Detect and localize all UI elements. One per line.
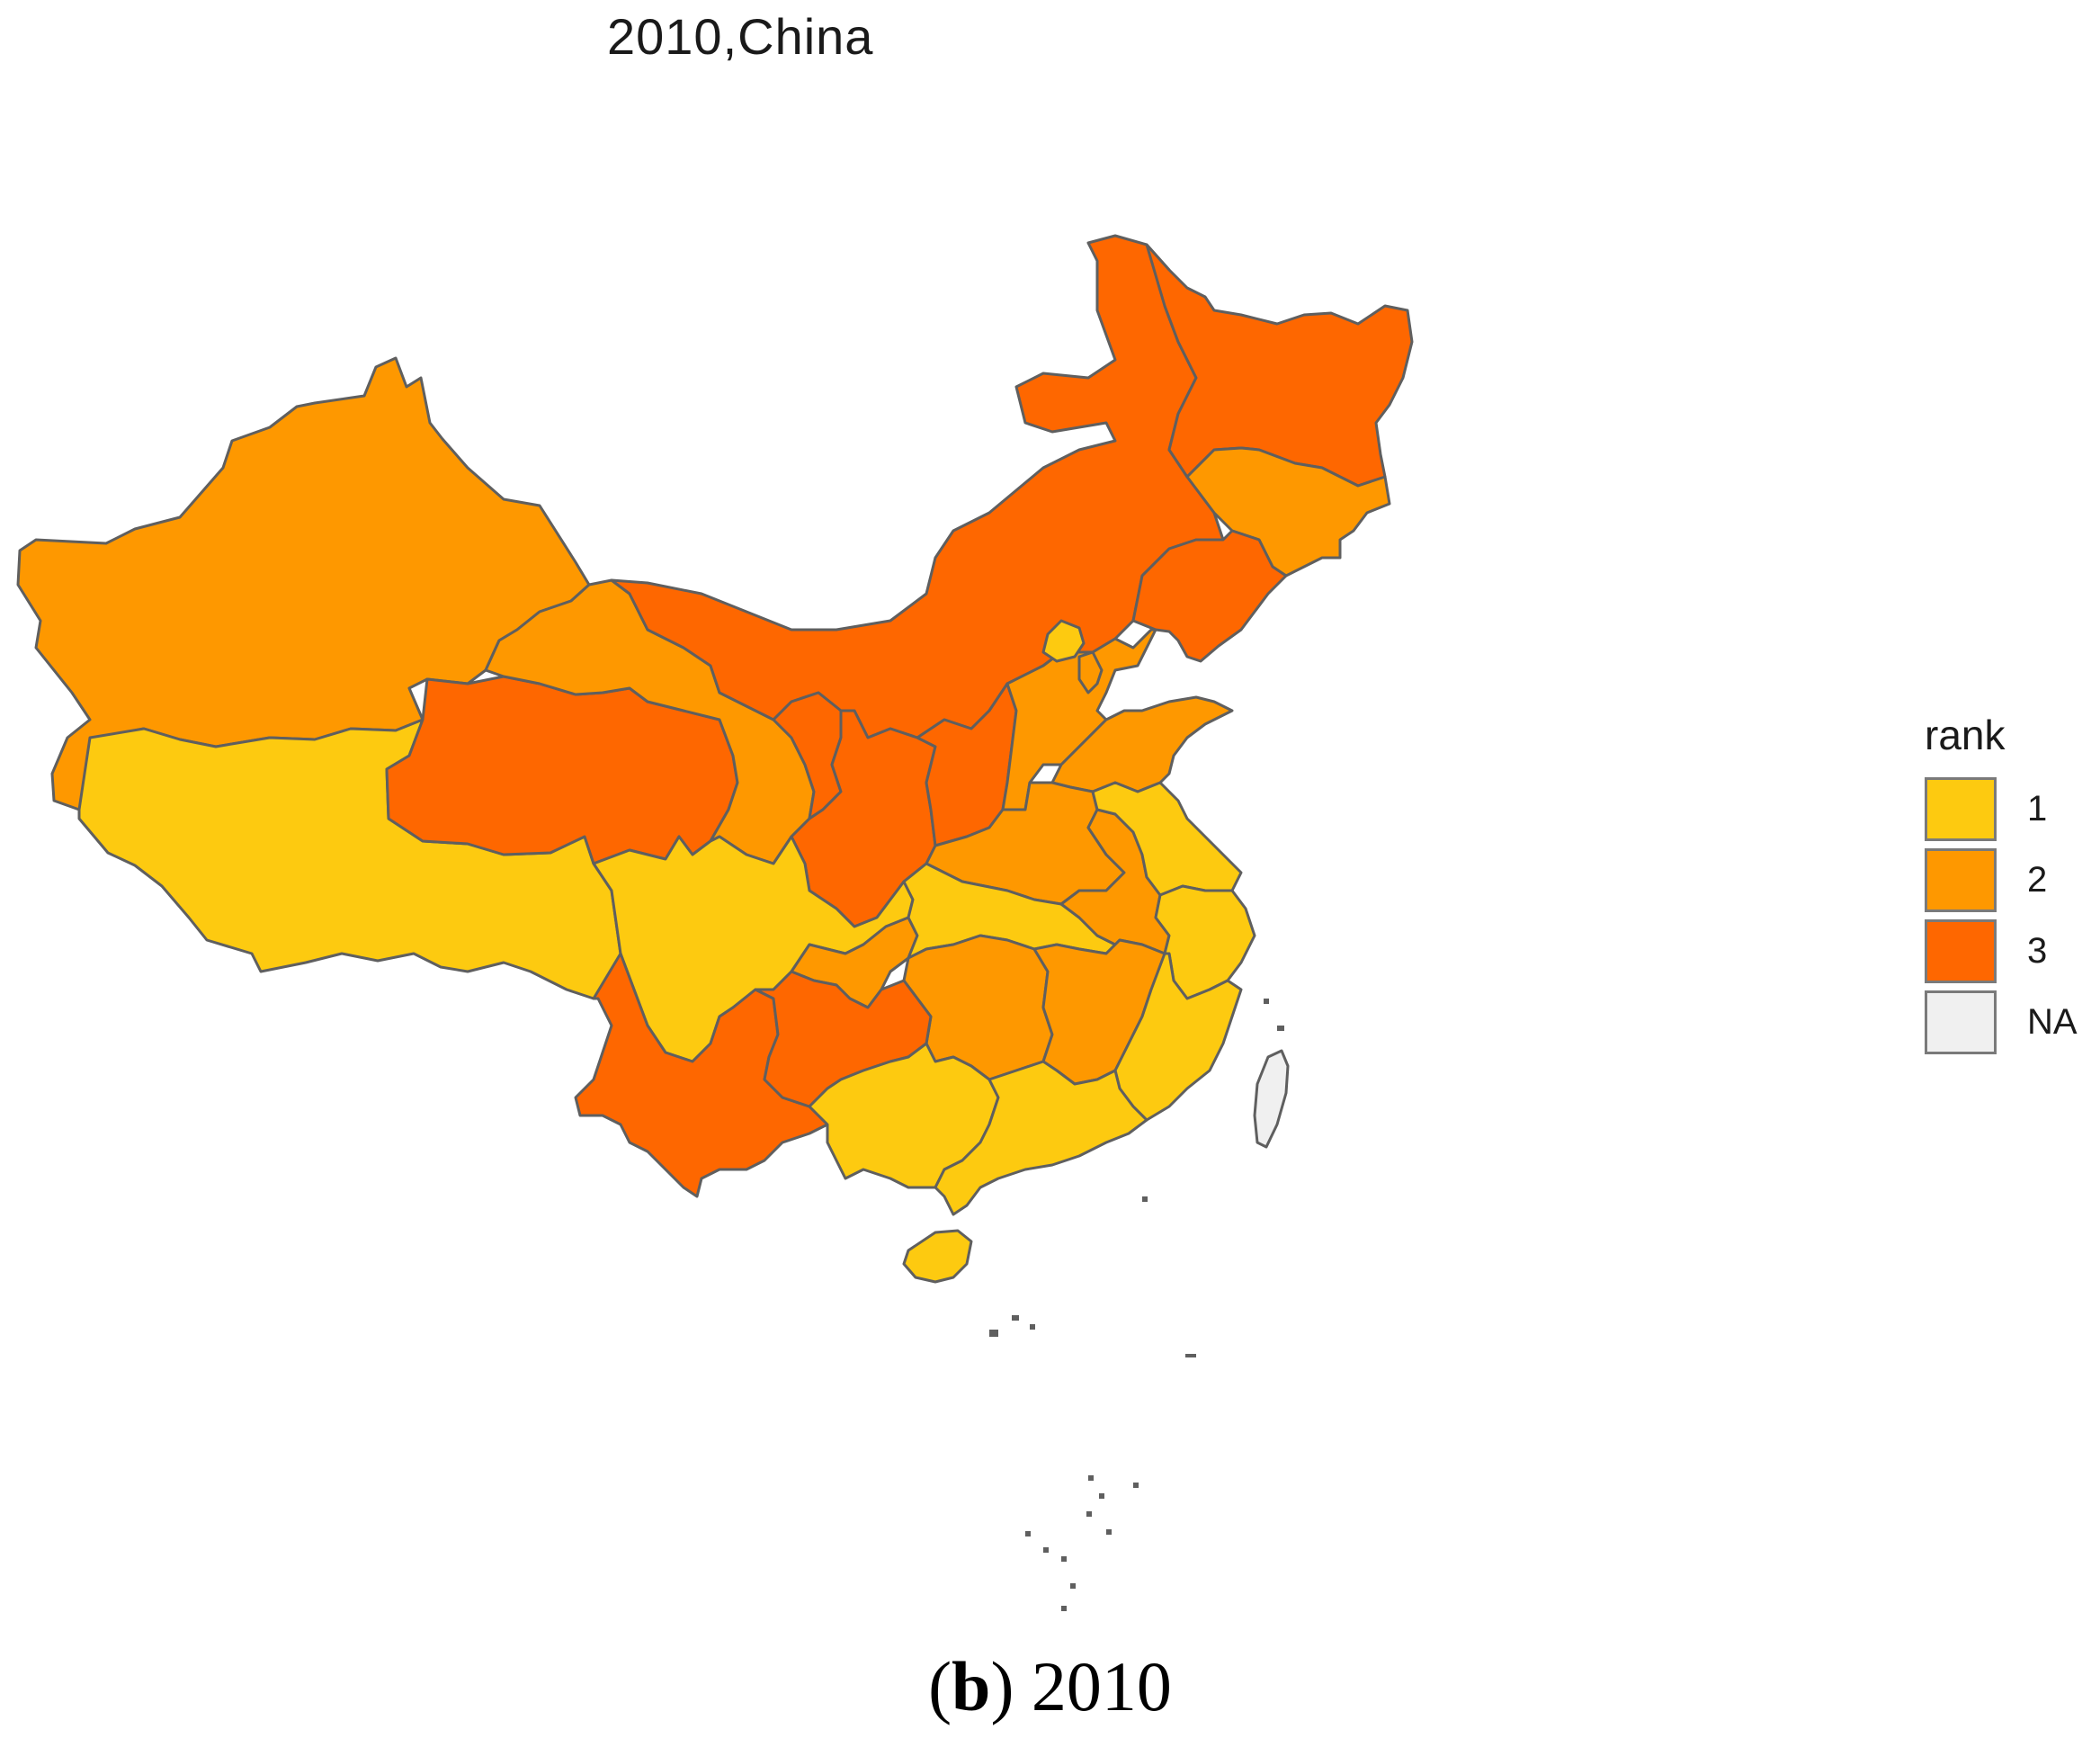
legend-swatch-3	[1925, 919, 1997, 983]
legend-item-2: 2	[1925, 845, 2078, 916]
legend-label-2: 2	[2027, 860, 2048, 900]
region-tianjin[interactable]	[1077, 650, 1104, 694]
legend-swatch-1	[1925, 777, 1997, 841]
legend-swatch-na	[1925, 990, 1997, 1054]
region-heilongjiang[interactable]	[1145, 243, 1414, 488]
region-taiwan[interactable]	[1253, 1049, 1290, 1149]
region-beijing[interactable]	[1041, 619, 1086, 663]
legend-title: rank	[1925, 712, 2006, 758]
legend-item-3: 3	[1925, 916, 2078, 987]
map-title: 2010,China	[607, 8, 874, 65]
region-hebei[interactable]	[1001, 628, 1157, 811]
legend-label-1: 1	[2027, 789, 2048, 829]
caption-prefix: (	[928, 1647, 952, 1725]
caption-letter: b	[952, 1647, 991, 1725]
region-guangdong[interactable]	[934, 1060, 1148, 1216]
legend-item-1: 1	[1925, 774, 2078, 845]
legend-swatch-2	[1925, 848, 1997, 912]
caption-suffix: ) 2010	[990, 1647, 1172, 1725]
region-yunnan[interactable]	[574, 952, 829, 1198]
legend-label-3: 3	[2027, 931, 2048, 971]
region-liaoning[interactable]	[1131, 529, 1288, 663]
legend-label-na: NA	[2027, 1002, 2078, 1042]
figure-caption: (b) 2010	[0, 1646, 2100, 1727]
region-fujian[interactable]	[1113, 952, 1243, 1122]
region-hainan[interactable]	[902, 1229, 973, 1284]
legend-item-na: NA	[1925, 987, 2078, 1058]
south-sea-islands	[989, 999, 1284, 1611]
legend: rank 1 2 3 NA	[1925, 711, 2078, 1058]
